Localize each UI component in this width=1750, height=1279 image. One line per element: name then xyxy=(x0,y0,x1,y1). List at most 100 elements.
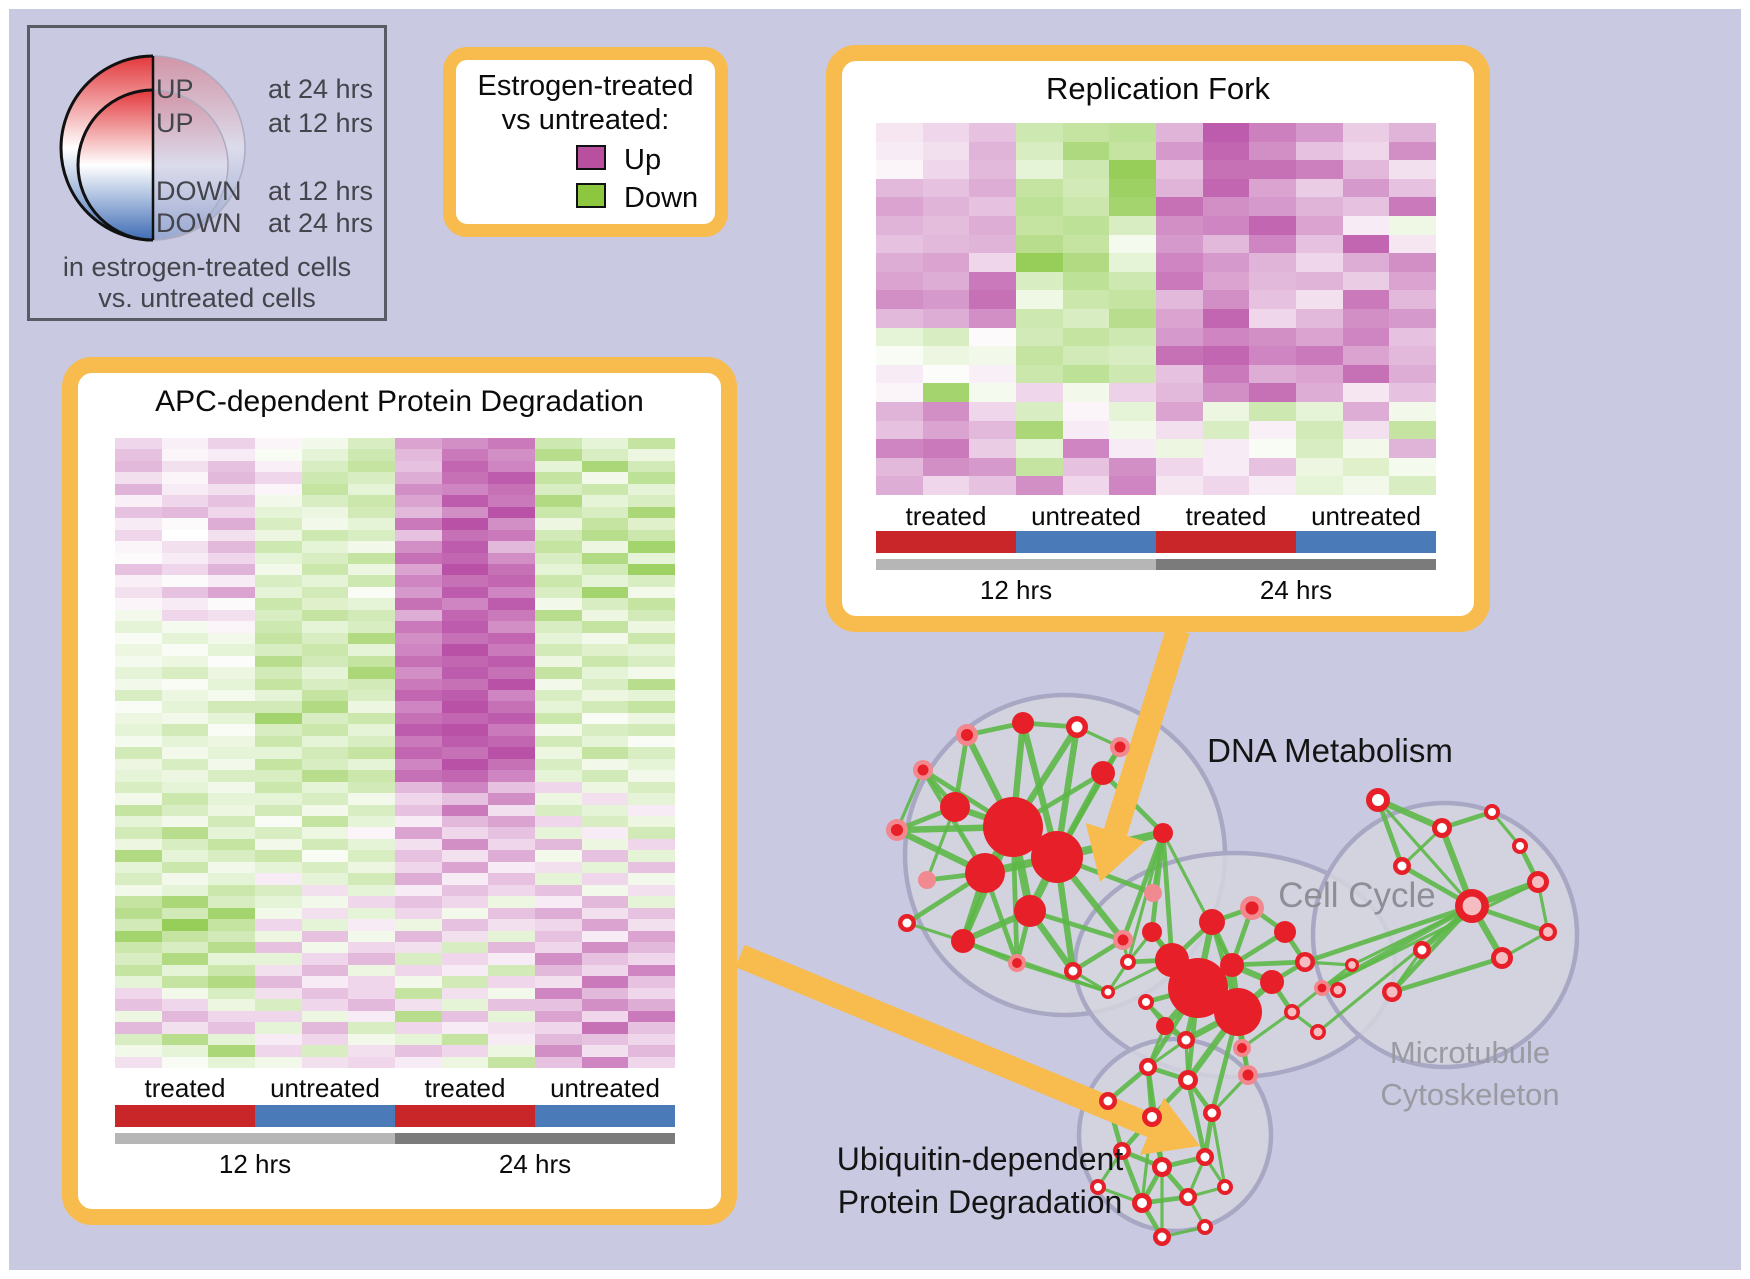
heatmap-cell xyxy=(535,1022,582,1034)
heatmap-cell xyxy=(1016,234,1063,254)
heatmap-cell xyxy=(441,1056,489,1068)
heatmap-cell xyxy=(1296,160,1343,179)
heatmap-cell xyxy=(1249,197,1296,216)
heatmap-cell xyxy=(1156,439,1203,458)
heatmap-cell xyxy=(969,290,1016,309)
heatmap-cell xyxy=(1016,309,1063,328)
heatmap-cell xyxy=(301,541,349,553)
network-node xyxy=(1168,958,1228,1018)
heatmap-cell xyxy=(348,987,395,1000)
heatmap-cell xyxy=(969,253,1016,272)
cluster-label: Ubiquitin-dependent xyxy=(837,1141,1124,1177)
heatmap-cell xyxy=(115,770,162,782)
heatmap-cell xyxy=(115,667,162,679)
network-node-core xyxy=(1181,1035,1191,1045)
heatmap-cell xyxy=(1249,309,1296,328)
network-node-core xyxy=(1157,1232,1167,1242)
heatmap-cell xyxy=(395,438,442,450)
heatmap-cell xyxy=(628,586,675,599)
heatmap-cell xyxy=(1109,253,1156,272)
heatmap-cell xyxy=(395,472,442,484)
heatmap-cell xyxy=(161,758,209,771)
heatmap-cell xyxy=(441,438,489,450)
heatmap-cell xyxy=(581,541,629,553)
heatmap-cell xyxy=(1156,383,1203,402)
heatmap-cell xyxy=(535,541,582,553)
heatmap-cell xyxy=(1249,271,1296,291)
network-node-core xyxy=(1516,842,1524,850)
condition-bar xyxy=(876,531,1016,553)
heatmap-cell xyxy=(348,781,395,794)
heatmap-cell xyxy=(535,506,582,519)
apc-time-bars xyxy=(115,1133,675,1144)
heatmap-cell xyxy=(1296,141,1343,161)
heatmap-cell xyxy=(301,907,349,920)
heatmap-cell xyxy=(1249,253,1296,272)
network-node-core xyxy=(1137,1198,1147,1208)
heatmap-cell xyxy=(1342,402,1390,421)
heatmap-cell xyxy=(1389,364,1436,384)
time-label: 24 hrs xyxy=(1259,575,1333,605)
heatmap-cell xyxy=(1156,271,1203,291)
heatmap-cell xyxy=(1202,364,1250,384)
heatmap-cell xyxy=(255,815,302,828)
heatmap-cell xyxy=(535,964,582,977)
heatmap-cell xyxy=(208,953,255,965)
heatmap-cell xyxy=(255,896,302,908)
heatmap-cell xyxy=(301,506,349,519)
heatmap-cell xyxy=(628,495,675,507)
heatmap-cell xyxy=(161,999,209,1011)
heatmap-cell xyxy=(1062,402,1110,421)
heatmap-cell xyxy=(628,999,675,1011)
heatmap-cell xyxy=(1016,216,1063,235)
heatmap-cell xyxy=(441,689,489,702)
heatmap-cell xyxy=(255,552,302,564)
network-node-core xyxy=(1147,1112,1157,1122)
heatmap-cell xyxy=(1296,216,1343,235)
heatmap-cell xyxy=(441,747,489,759)
heatmap-cell xyxy=(1342,141,1390,161)
apc-degradation-title: APC-dependent Protein Degradation xyxy=(155,385,644,418)
network-node-core xyxy=(1417,945,1427,955)
heatmap-cell xyxy=(969,123,1016,142)
heatmap-cell xyxy=(348,621,395,633)
heatmap-cell xyxy=(628,861,675,874)
heatmap-cell xyxy=(1342,309,1390,328)
heatmap-cell xyxy=(208,506,255,519)
heatmap-cell xyxy=(628,712,675,725)
heatmap-cell xyxy=(441,884,489,897)
heatmap-cell xyxy=(115,712,162,725)
heatmap-cell xyxy=(301,838,349,851)
network-node-core xyxy=(1200,1152,1210,1162)
network-edge xyxy=(1321,880,1539,990)
heatmap-cell xyxy=(441,460,489,473)
heatmap-cell xyxy=(115,953,162,965)
heatmap-cell xyxy=(628,518,675,530)
heatmap-cell xyxy=(922,197,970,216)
heatmap-cell xyxy=(1109,216,1156,235)
heatmap-cell xyxy=(1202,309,1250,328)
heatmap-cell xyxy=(348,953,395,965)
heatmap-cell xyxy=(535,667,582,679)
heatmap-cell xyxy=(115,506,162,519)
heatmap-cell xyxy=(1016,271,1063,291)
heatmap-cell xyxy=(255,621,302,633)
heatmap-cell xyxy=(581,632,629,645)
heatmap-cell xyxy=(488,987,535,1000)
heatmap-cell xyxy=(581,689,629,702)
heatmap-cell xyxy=(441,758,489,771)
heatmap-cell xyxy=(208,667,255,679)
heatmap-cell xyxy=(488,884,535,897)
heatmap-cell xyxy=(208,678,255,690)
heatmap-cell xyxy=(301,884,349,897)
heatmap-cell xyxy=(208,930,255,942)
heatmap-cell xyxy=(255,644,302,656)
heatmap-cell xyxy=(1062,271,1110,291)
heatmap-cell xyxy=(115,896,162,908)
network-node xyxy=(918,871,936,889)
heatmap-cell xyxy=(208,598,255,610)
heatmap-cell xyxy=(1016,402,1063,421)
heatmap-cell xyxy=(1296,476,1343,495)
heatmap-cell xyxy=(1062,420,1110,440)
network-node-core xyxy=(902,918,912,928)
